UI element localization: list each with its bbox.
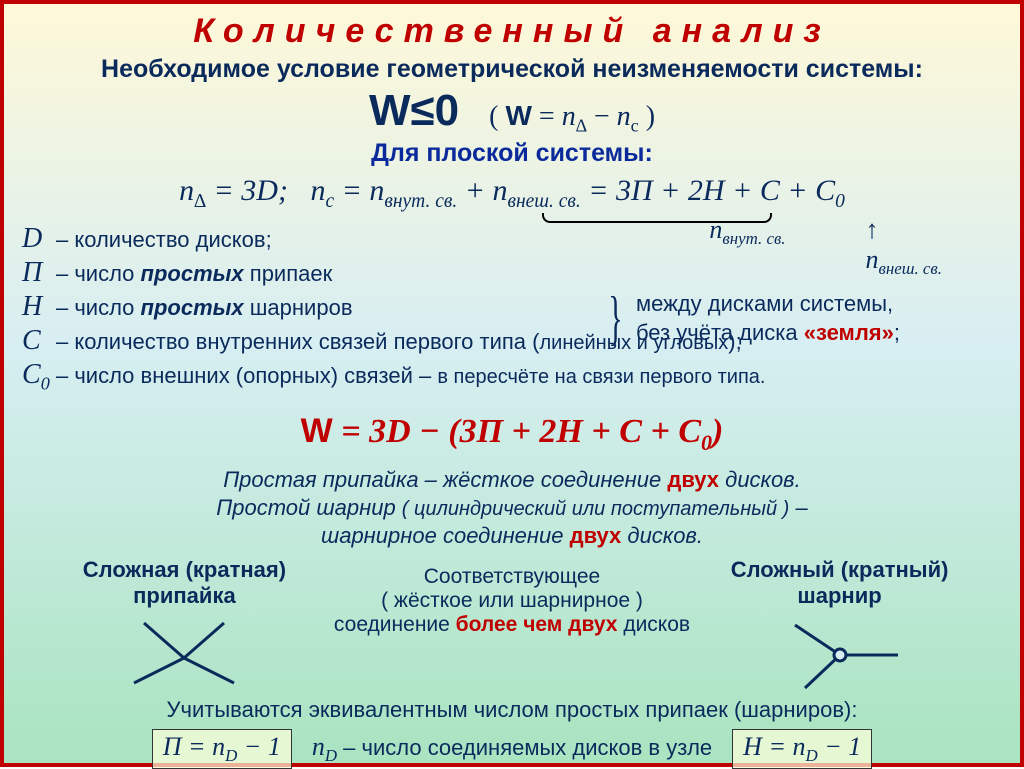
left-diagram-label: Сложная (кратная) припайка xyxy=(42,557,327,609)
formula-box-p: П = nD − 1 xyxy=(152,729,292,769)
hinge-joint-icon xyxy=(770,613,910,693)
bracket-note: между дисками системы, без учёта диска «… xyxy=(636,290,900,347)
diagram-mid-text: Соответствующее ( жёсткое или шарнирное … xyxy=(327,557,697,637)
underbrace-inner xyxy=(542,213,772,223)
flat-system-heading: Для плоской системы: xyxy=(22,139,1002,168)
main-inequality-row: W≤0 ( W = n∆ − nc ) xyxy=(22,86,1002,137)
right-diagram-label: Сложный (кратный) шарнир xyxy=(697,557,982,609)
formula-w-definition: ( W = n∆ − nc ) xyxy=(489,100,655,137)
page-title: Количественный анализ xyxy=(22,12,1002,51)
main-w-formula: W = 3D − (3П + 2Н + С + С0) xyxy=(22,412,1002,456)
formula-line: n∆ = 3D; nc = nвнут. св. + nвнеш. св. = … xyxy=(22,174,1002,213)
subtitle: Необходимое условие геометрической неизм… xyxy=(22,55,1002,84)
curly-brace-icon: } xyxy=(608,284,622,353)
weld-joint-icon xyxy=(114,613,254,693)
formula-w-leq-0: W≤0 xyxy=(369,86,459,136)
formula-box-h: H = nD − 1 xyxy=(732,729,872,769)
nd-definition: nD – число соединяемых дисков в узле xyxy=(312,732,712,766)
final-row: П = nD − 1 nD – число соединяемых дисков… xyxy=(22,729,1002,769)
diagram-row: Сложная (кратная) припайка Соответствующ… xyxy=(22,557,1002,693)
bottom-note: Учитываются эквивалентным числом простых… xyxy=(22,697,1002,723)
description-block: Простая припайка – жёсткое соединение дв… xyxy=(22,466,1002,549)
